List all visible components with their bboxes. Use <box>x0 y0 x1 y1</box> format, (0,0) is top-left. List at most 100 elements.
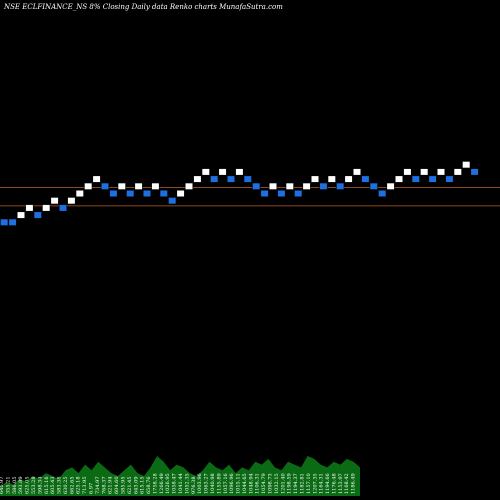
up-brick <box>386 182 395 190</box>
up-brick <box>302 182 311 190</box>
down-brick <box>336 182 345 190</box>
up-brick <box>235 168 244 176</box>
up-brick <box>268 182 278 190</box>
volume-label: 615.16 <box>44 477 50 495</box>
down-brick <box>470 168 479 176</box>
down-brick <box>428 175 437 183</box>
down-brick <box>126 189 135 198</box>
up-brick <box>92 175 101 183</box>
down-brick <box>260 189 269 198</box>
up-brick <box>176 189 185 198</box>
down-brick <box>445 175 454 183</box>
up-brick <box>453 168 462 176</box>
up-brick <box>327 175 336 183</box>
volume-label: 1155.89 <box>216 473 222 494</box>
up-brick <box>25 204 34 212</box>
up-brick <box>184 182 194 190</box>
up-brick <box>436 168 446 176</box>
down-brick <box>0 218 9 226</box>
volume-label: 1266.49 <box>159 473 165 494</box>
volume-label: 1098.73 <box>268 473 274 494</box>
volume-label: 713.95 <box>82 477 88 495</box>
up-brick <box>394 175 404 183</box>
volume-label: 1194.66 <box>325 473 331 494</box>
up-brick <box>84 182 93 190</box>
volume-label: 1015.11 <box>236 473 242 494</box>
up-brick <box>50 197 59 205</box>
up-brick <box>403 168 412 176</box>
volume-label: 355.21 <box>5 477 11 495</box>
up-brick <box>16 211 26 219</box>
down-brick <box>369 182 378 190</box>
volume-label: 1058.47 <box>172 473 178 494</box>
volume-label: 1207.35 <box>312 473 318 494</box>
down-brick <box>319 182 328 190</box>
up-brick <box>285 182 294 190</box>
up-brick <box>352 168 362 176</box>
up-brick <box>218 168 227 176</box>
down-brick <box>159 189 168 198</box>
volume-label: 553.28 <box>31 477 37 495</box>
up-brick <box>67 197 76 205</box>
volume-label: 1040.98 <box>210 473 216 494</box>
down-brick <box>411 175 420 183</box>
volume-label: 976.38 <box>191 477 197 495</box>
volume-label: 1153.97 <box>338 473 344 494</box>
volume-fill <box>0 456 360 496</box>
down-brick <box>210 175 219 183</box>
up-brick <box>117 182 126 190</box>
volume-label: 598.34 <box>37 477 43 495</box>
down-brick <box>294 189 303 198</box>
volume-label: 621.94 <box>108 477 114 495</box>
volume-label: 6.97 <box>89 483 95 494</box>
volume-area <box>0 456 360 496</box>
volume-label: 615.15 <box>140 477 146 495</box>
volume-label: 1044.65 <box>242 473 248 494</box>
renko-bricks <box>0 161 479 226</box>
up-brick <box>151 182 160 190</box>
volume-label: 604.60 <box>114 477 120 495</box>
down-brick <box>168 197 177 205</box>
volume-label: 1057.16 <box>223 473 229 494</box>
volume-label: 605.43 <box>50 477 56 495</box>
volume-labels: 646.97 355.21 586.05 593.89 625.05 553.28 598.… <box>0 473 357 494</box>
up-brick <box>462 161 471 169</box>
volume-label: 1026.95 <box>165 473 171 494</box>
chart-title: NSE ECLFINANCE_NS 8% Closing Daily data … <box>3 3 283 11</box>
volume-label: 1186.49 <box>351 473 357 494</box>
volume-label: 768.37 <box>101 477 107 495</box>
volume-label: 1032.15 <box>274 473 280 494</box>
volume-label: 593.89 <box>18 477 24 495</box>
up-brick <box>201 168 210 176</box>
volume-label: 1182.81 <box>300 473 306 494</box>
volume-label: 1201.40 <box>280 473 286 494</box>
volume-label: 585.95 <box>121 477 127 495</box>
volume-label: 1096.96 <box>229 473 235 494</box>
volume-label: 646.97 <box>0 477 5 495</box>
down-brick <box>58 204 68 212</box>
volume-label: 586.05 <box>12 477 18 495</box>
up-brick <box>134 182 143 190</box>
volume-label: 643.09 <box>133 477 139 495</box>
down-brick <box>378 189 387 198</box>
volume-label: 1176.48 <box>331 473 337 494</box>
up-brick <box>310 175 320 183</box>
up-brick <box>420 168 429 176</box>
volume-label: 1164.31 <box>319 473 325 494</box>
volume-label: 625.05 <box>25 477 31 495</box>
volume-label: 658.76 <box>146 477 152 495</box>
volume-label: 1168.42 <box>344 473 350 494</box>
volume-label: 625.18 <box>76 477 82 495</box>
up-brick <box>75 189 84 198</box>
volume-label: 583.38 <box>57 477 63 495</box>
down-brick <box>277 189 286 198</box>
up-brick <box>193 175 202 183</box>
volume-label: 1003.96 <box>197 473 203 494</box>
down-brick <box>33 211 42 219</box>
volume-label: 1198.59 <box>287 473 293 494</box>
down-brick <box>109 189 118 198</box>
up-brick <box>42 204 51 212</box>
